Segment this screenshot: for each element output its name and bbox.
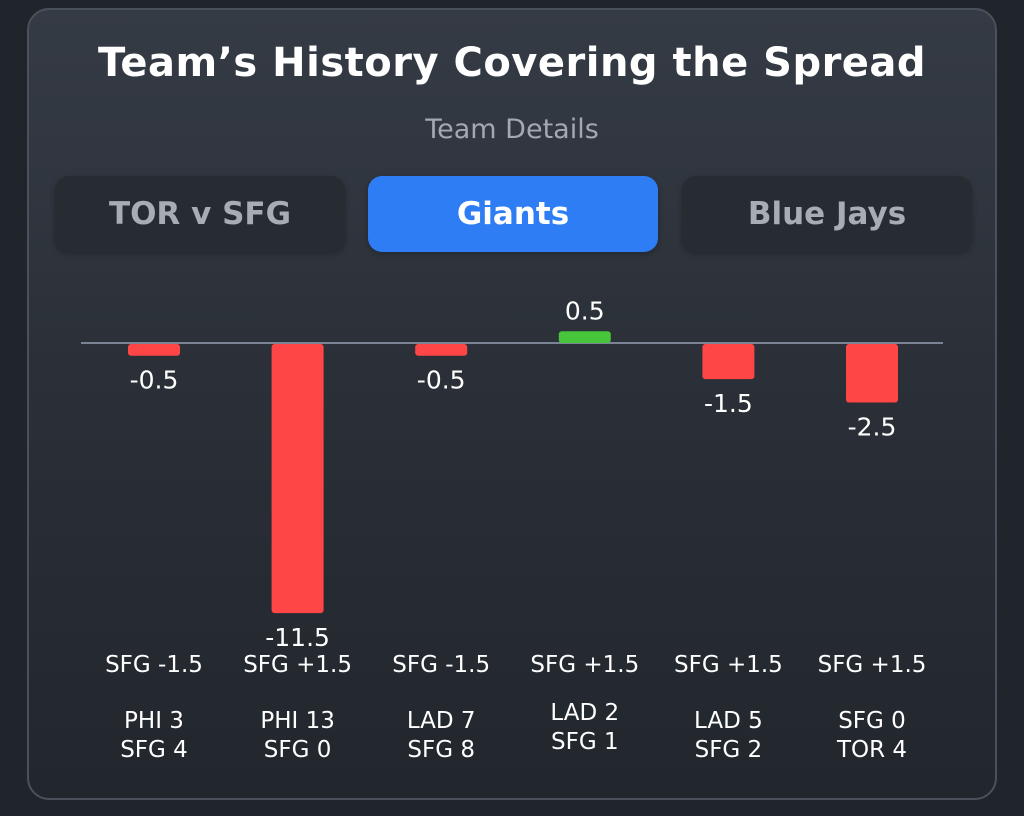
spread-label-5: SFG +1.5 <box>674 652 783 678</box>
score-line2-4: SFG 1 <box>551 729 619 755</box>
bar-2 <box>271 344 324 614</box>
value-label-5: -1.5 <box>704 389 753 418</box>
score-line2-2: SFG 0 <box>264 737 332 763</box>
bar-5 <box>702 344 755 380</box>
bar-4 <box>558 331 611 343</box>
score-line1-1: PHI 3 <box>124 708 184 734</box>
score-line2-1: SFG 4 <box>120 737 188 763</box>
score-line2-5: SFG 2 <box>695 737 763 763</box>
spread-history-card: Team’s History Covering the Spread Team … <box>27 8 997 800</box>
score-line1-4: LAD 2 <box>550 700 619 726</box>
card-title: Team’s History Covering the Spread <box>97 40 927 86</box>
spread-label-3: SFG -1.5 <box>392 652 490 678</box>
chart-bars <box>128 331 898 614</box>
value-label-4: 0.5 <box>565 296 605 325</box>
tab-matchup[interactable]: TOR v SFG <box>55 176 345 252</box>
value-label-6: -2.5 <box>848 413 897 442</box>
score-line2-6: TOR 4 <box>836 737 907 763</box>
score-line1-3: LAD 7 <box>407 708 476 734</box>
tab-giants[interactable]: Giants <box>368 176 658 252</box>
spread-label-6: SFG +1.5 <box>818 652 927 678</box>
score-line1-5: LAD 5 <box>694 708 763 734</box>
card-subtitle: Team Details <box>425 114 599 145</box>
score-line1-6: SFG 0 <box>838 708 906 734</box>
bar-6 <box>846 344 898 403</box>
spread-label-2: SFG +1.5 <box>243 652 352 678</box>
bar-1 <box>128 344 180 356</box>
value-label-1: -0.5 <box>130 366 179 395</box>
value-label-3: -0.5 <box>417 366 466 395</box>
score-line2-3: SFG 8 <box>407 737 475 763</box>
value-label-2: -11.5 <box>265 623 330 652</box>
bar-3 <box>415 344 468 356</box>
spread-label-4: SFG +1.5 <box>530 652 639 678</box>
score-line1-2: PHI 13 <box>260 708 335 734</box>
tab-blue-jays[interactable]: Blue Jays <box>682 176 972 252</box>
spread-label-1: SFG -1.5 <box>105 652 203 678</box>
